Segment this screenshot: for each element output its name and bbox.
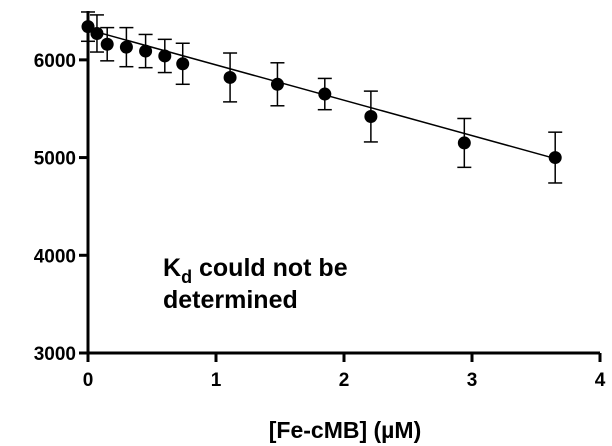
data-point — [100, 37, 114, 51]
data-point — [548, 151, 562, 165]
data-point-group — [89, 14, 104, 53]
data-point — [90, 26, 104, 40]
data-point — [139, 44, 153, 58]
data-point — [223, 70, 237, 84]
y-tick-label: 5000 — [34, 149, 76, 170]
y-tick-label: 4000 — [34, 246, 76, 267]
x-tick-label: 2 — [339, 370, 350, 391]
data-point-group — [223, 52, 238, 103]
data-points — [81, 11, 563, 184]
data-point-group — [457, 117, 472, 169]
axes: 3000 4000 5000 6000 0 1 2 3 4 — [34, 11, 606, 391]
data-point-group — [157, 38, 172, 74]
data-point-group — [317, 77, 332, 111]
data-point-group — [175, 42, 190, 86]
annotation-line2: determined — [163, 286, 298, 314]
data-point-group — [81, 11, 95, 43]
data-point-group — [270, 62, 285, 107]
y-tick-label: 3000 — [34, 344, 76, 365]
data-point — [176, 57, 190, 71]
data-point-group — [100, 26, 115, 62]
data-point — [318, 87, 332, 101]
data-point-group — [138, 33, 153, 69]
data-point — [457, 136, 471, 150]
data-point — [81, 20, 95, 34]
x-tick-label: 1 — [211, 370, 222, 391]
x-tick-label: 3 — [467, 370, 478, 391]
data-point — [364, 110, 378, 124]
data-point — [158, 49, 172, 63]
data-point-group — [363, 90, 378, 143]
data-point — [270, 77, 284, 91]
annotation-line1: Kd could not be — [163, 254, 348, 287]
x-tick-label: 0 — [83, 370, 94, 391]
data-point-group — [548, 131, 563, 184]
y-tick-label: 6000 — [34, 51, 76, 72]
x-tick-label: 4 — [595, 370, 606, 391]
data-point — [119, 40, 133, 54]
x-axis-title: [Fe-cMB] (µM) — [269, 417, 422, 443]
data-point-group — [119, 26, 134, 68]
